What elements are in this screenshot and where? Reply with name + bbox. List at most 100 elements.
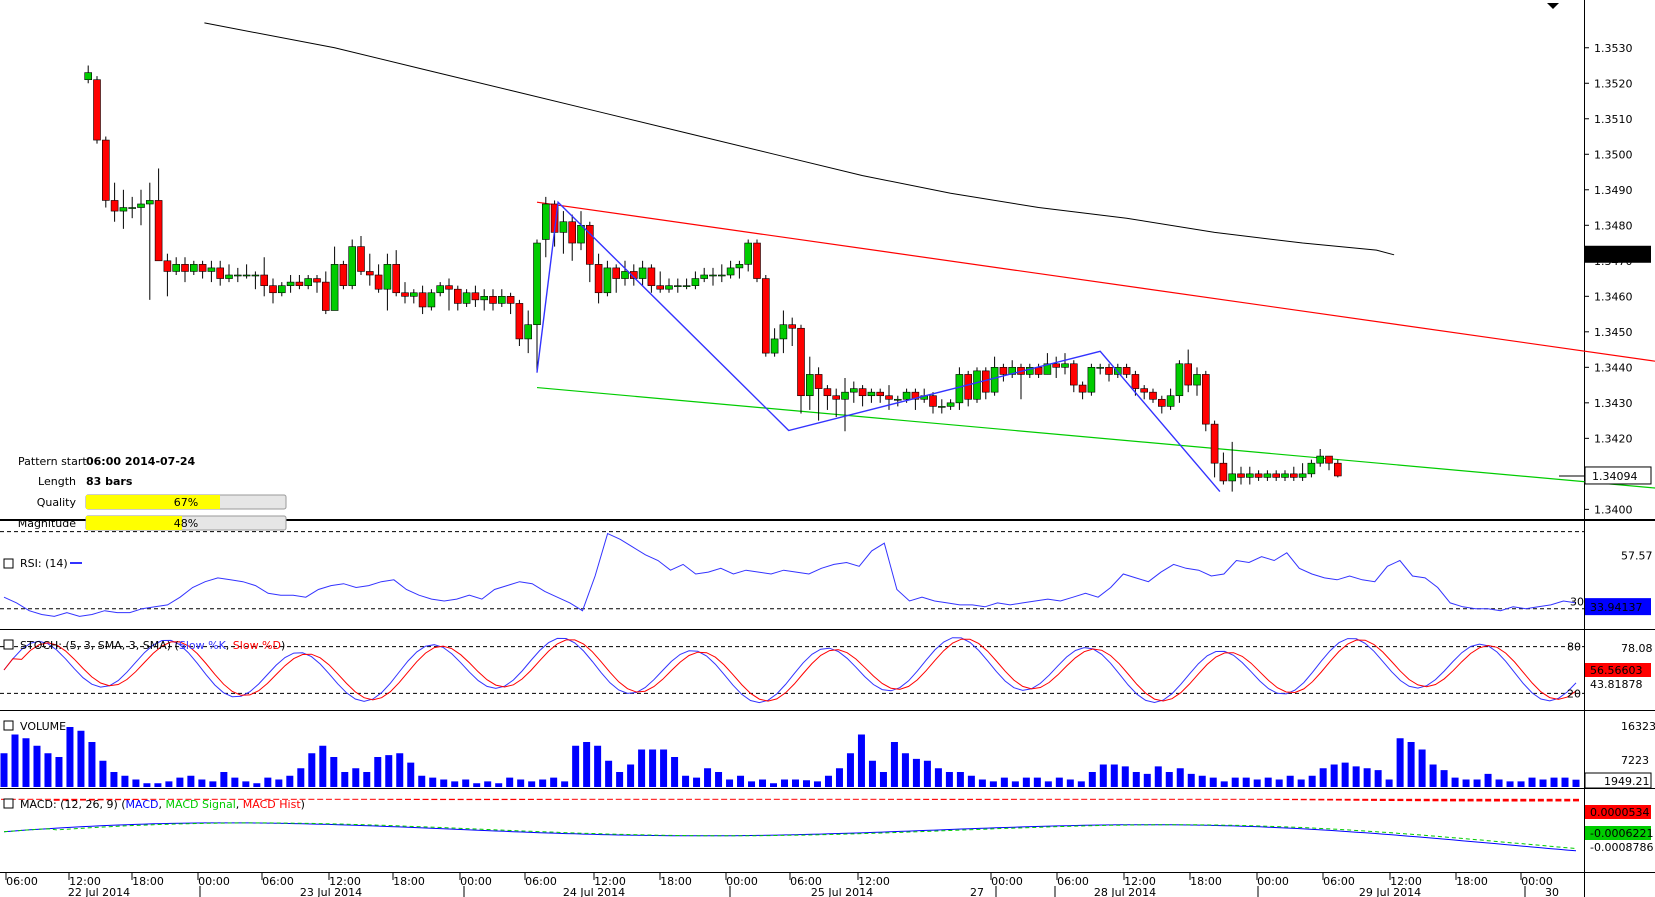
candle-body [401, 292, 409, 297]
stoch-title-text: STOCH: (5, 3, SMA, 3, SMA) (Slow %K, Slo… [20, 639, 285, 652]
macd-hist-bar [738, 798, 745, 800]
volume-bar [1165, 772, 1173, 787]
volume-bar [802, 780, 810, 787]
candle-body [893, 398, 902, 401]
candle [339, 260, 348, 290]
candle-body [110, 200, 119, 212]
macd-hist-bar [1204, 798, 1211, 800]
macd-hist-bar [1529, 798, 1536, 802]
macd-hist-bar [1485, 798, 1492, 802]
volume-bar [132, 779, 140, 787]
candle [753, 239, 761, 283]
hour-label: 12:00 [69, 875, 101, 888]
candle [665, 278, 673, 293]
candle-body [726, 267, 735, 276]
candle-body [1052, 363, 1060, 368]
candle [1184, 349, 1192, 393]
candle-body [665, 285, 673, 290]
candle-body [251, 274, 260, 277]
candle [436, 282, 445, 297]
candle-body [418, 292, 427, 308]
macd-hist-bar [510, 798, 517, 801]
candle-body [137, 203, 145, 208]
candle-body [1219, 462, 1228, 482]
volume-bar [1539, 779, 1547, 787]
candle [568, 214, 577, 261]
macd-hist-bar [1002, 798, 1009, 800]
volume-bar [1077, 781, 1085, 787]
candle-body [524, 324, 533, 340]
candle-body [1061, 363, 1069, 368]
macd-hist-bar [677, 798, 684, 800]
candle-body [471, 292, 480, 301]
macd-hist-bar [1362, 798, 1369, 801]
volume-bar [561, 781, 569, 787]
volume-bar [253, 783, 261, 787]
macd-hist-bar [448, 798, 455, 801]
volume-bar [1110, 764, 1118, 787]
candle-body [559, 221, 568, 233]
macd-hist-bar [36, 798, 43, 800]
candle [717, 264, 726, 283]
candle-body [286, 281, 295, 286]
candle-body [929, 395, 937, 407]
candle [779, 310, 788, 354]
macd-hist-bar [958, 798, 965, 800]
macd-hist-bar [1291, 798, 1298, 801]
macd-close-icon[interactable] [3, 798, 14, 809]
candle [797, 324, 805, 414]
quality-bar-fill [86, 495, 220, 509]
volume-bar [1253, 779, 1261, 787]
candle [1246, 466, 1254, 485]
moving-average-line [204, 22, 1395, 256]
volume-bar [1462, 779, 1470, 787]
macd-hist-bar [545, 798, 552, 800]
macd-hist-bar [1423, 798, 1430, 802]
stoch-close-icon[interactable] [3, 639, 14, 650]
macd-hist-bar [993, 798, 1000, 800]
candle [594, 253, 603, 304]
candle [102, 136, 110, 208]
candle-body [964, 374, 973, 400]
candle-body [1175, 363, 1184, 397]
candle [814, 367, 823, 421]
candle-body [779, 324, 788, 340]
candle-body [1290, 473, 1298, 478]
volume-bar [967, 775, 975, 787]
volume-bar [506, 777, 514, 787]
upper-channel-line [536, 201, 1655, 362]
volume-bar [1231, 777, 1239, 787]
macd-hist-bar [1019, 798, 1026, 800]
candle [682, 278, 691, 290]
macd-hist-bar [53, 798, 60, 801]
candle-body [1070, 363, 1078, 386]
rsi-close-icon[interactable] [3, 558, 14, 569]
macd-hist-bar [150, 798, 157, 800]
candle [1290, 466, 1298, 481]
macd-hist-bar [492, 798, 499, 801]
candle-body [797, 327, 805, 397]
volume-tick-label: 7223 [1621, 754, 1649, 767]
volume-bar [1429, 764, 1437, 787]
volume-bar [989, 781, 997, 787]
volume-bar [1264, 777, 1272, 787]
candle [1175, 360, 1184, 403]
candle-body [1122, 367, 1131, 375]
candle-body [647, 267, 656, 286]
candle [559, 211, 568, 254]
hour-label: 12:00 [1390, 875, 1422, 888]
candle [427, 289, 436, 311]
macd-hist-bar [1327, 798, 1334, 801]
macd-hist-bar [527, 798, 534, 800]
candle [744, 239, 753, 272]
candle-body [700, 274, 709, 279]
magnitude-value: 48% [174, 517, 198, 530]
candle-body [1131, 374, 1140, 389]
rsi-line [3, 532, 1577, 617]
volume-bar [1363, 768, 1371, 787]
volume-close-icon[interactable] [3, 720, 14, 731]
candle-body [1184, 363, 1192, 386]
macd-hist-bar [923, 798, 930, 800]
macd-hist-label: 0.0000534 [1590, 806, 1650, 819]
